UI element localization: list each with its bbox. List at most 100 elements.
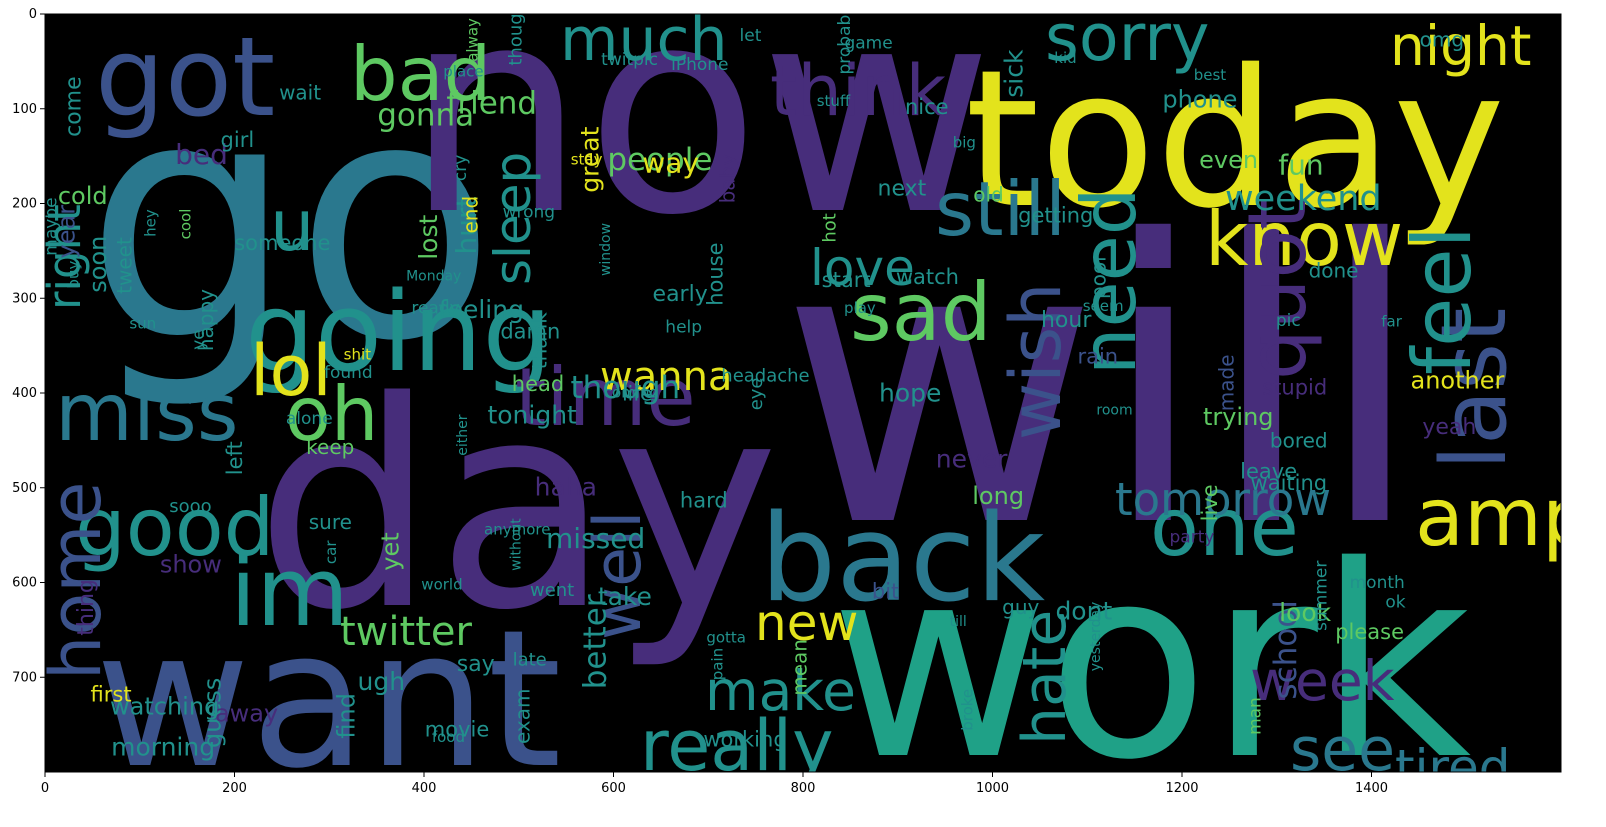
word-know: know [1205,195,1403,283]
word-hate: hate [1010,610,1080,745]
y-axis: 0 100 200 300 400 500 600 700 [12,7,45,685]
word-monday: Monday [406,268,461,284]
word-start: start [822,268,871,292]
word-nice: nice [905,95,949,119]
word-seem: seem [1083,297,1124,315]
word-feel: feel [1396,226,1489,375]
word-well: well [581,511,656,640]
word-place: place [443,62,483,80]
word-iphone: iPhone [671,55,728,75]
word-waiting: waiting [1251,471,1328,495]
word-right: right [38,204,91,310]
word-back: back [760,490,1046,629]
word-early: early [653,282,708,307]
word-say: say [457,652,495,677]
word-ye: ye [189,329,209,350]
y-tick-label: 600 [12,576,37,591]
word-found: found [324,363,373,383]
word-ugh: ugh [358,667,406,696]
word-miss: miss [55,366,239,459]
word-broke: broke [958,689,976,731]
word-made: made [1214,354,1238,411]
word-summer: summer [1312,561,1332,631]
word-maybe: maybe [41,197,61,255]
word-new: new [755,594,858,652]
word-girl: girl [221,128,255,152]
word-ready: ready [411,299,459,319]
word-let: let [740,26,762,46]
word-hard: hard [680,489,728,513]
x-tick-label: 1200 [1165,781,1198,796]
word-trying: trying [1203,403,1274,431]
word-cold: cold [58,182,108,210]
word-today: today [965,29,1505,250]
word-guy: guy [1002,595,1039,619]
word-anymore: anymore [484,520,550,538]
word-gotta: gotta [706,629,746,647]
word-work: work [830,510,1471,818]
word-hurt: hurt [450,196,483,254]
word-sure: sure [309,510,352,534]
word-much: much [560,5,728,75]
word-im: im [230,538,349,648]
word-oh: oh [285,370,378,458]
word-head: head [512,372,564,396]
word-tonight: tonight [487,401,577,430]
word-really: really [640,705,834,787]
word-month: month [1350,573,1405,593]
word-never: never [936,445,1008,474]
word-world: world [421,576,462,594]
word-week: week [1250,649,1395,713]
word-far: far [1381,313,1402,331]
word-will: will [780,158,1424,612]
word-stupid: stupid [1262,375,1327,399]
x-axis: 0 200 400 600 800 1000 1200 1400 [41,772,1388,796]
word-another: another [1411,367,1505,395]
word-end: end [459,196,483,234]
word-friend: friend [446,85,537,121]
word-alone: alone [286,409,333,429]
x-tick-label: 1000 [976,781,1009,796]
word-lost: lost [414,215,443,260]
y-tick-label: 200 [12,197,37,212]
word-cool: cool [177,209,195,240]
x-tick-label: 800 [791,781,816,796]
word-quot: quot [1231,198,1324,380]
word-amp: amp [1415,471,1593,564]
word-happy: happy [194,289,218,351]
word-cry: cry [451,155,471,181]
word-working: working [703,727,786,751]
word-hey: hey [142,209,160,237]
word-pic: pic [1276,311,1301,331]
x-tick-label: 400 [412,781,437,796]
word-thing: thing [74,579,99,636]
word-poor: poor [1087,253,1111,299]
word-people: people [607,142,712,178]
word-omg: omg [1420,28,1464,52]
word-yet: yet [376,532,404,570]
word-sun: sun [129,315,156,333]
word-sooo: sooo [169,496,211,517]
word-twitpic: twitpic [601,50,658,70]
word-bed: bed [175,138,228,171]
word-done: done [1309,259,1359,283]
word-wanna: wanna [600,354,732,400]
word-watching: watching [110,692,219,720]
word-wait: wait [279,80,321,104]
word-first: first [91,683,132,707]
word-show: show [160,551,222,579]
word-even: even [1199,146,1258,174]
word-please: please [1335,620,1404,644]
y-tick-label: 100 [12,102,37,117]
word-help: help [665,317,702,337]
word-see: see [1290,715,1395,785]
word-sleep: sleep [484,152,542,285]
word-life: life [622,381,652,405]
word-hope: hope [879,378,941,407]
word-yesterday: yesterday [1088,602,1104,672]
y-tick-label: 700 [12,670,37,685]
word-big: big [953,134,976,152]
word-time: time [515,351,696,444]
word-house: house [703,242,727,305]
